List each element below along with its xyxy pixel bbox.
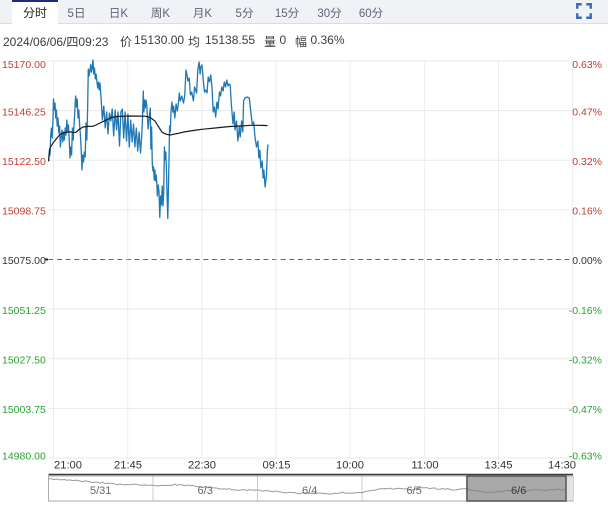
svg-text:15027.50: 15027.50 (2, 354, 46, 366)
svg-text:0.00%: 0.00% (572, 255, 602, 267)
svg-text:15098.75: 15098.75 (2, 206, 46, 218)
svg-text:10:00: 10:00 (336, 460, 364, 472)
svg-text:22:30: 22:30 (188, 460, 216, 472)
svg-text:15075.00: 15075.00 (2, 255, 46, 267)
svg-text:15122.50: 15122.50 (2, 156, 46, 168)
svg-text:0.32%: 0.32% (572, 156, 602, 168)
svg-text:09:15: 09:15 (263, 460, 291, 472)
svg-text:0.47%: 0.47% (572, 106, 602, 118)
svg-text:6/4: 6/4 (302, 485, 317, 497)
svg-text:0.16%: 0.16% (572, 206, 602, 218)
svg-text:-0.16%: -0.16% (569, 305, 602, 317)
svg-text:13:45: 13:45 (485, 460, 513, 472)
svg-text:-0.47%: -0.47% (569, 404, 602, 416)
svg-text:15170.00: 15170.00 (2, 59, 46, 71)
svg-text:15146.25: 15146.25 (2, 106, 46, 118)
svg-text:21:45: 21:45 (114, 460, 142, 472)
svg-text:5/31: 5/31 (90, 485, 111, 497)
svg-text:0.63%: 0.63% (572, 59, 602, 71)
svg-text:15051.25: 15051.25 (2, 305, 46, 317)
svg-text:14:30: 14:30 (548, 460, 576, 472)
svg-text:6/3: 6/3 (198, 485, 213, 497)
svg-text:11:00: 11:00 (411, 460, 438, 472)
svg-text:6/5: 6/5 (407, 485, 422, 497)
svg-text:6/6: 6/6 (511, 485, 526, 497)
svg-text:-0.32%: -0.32% (569, 354, 602, 366)
svg-text:14980.00: 14980.00 (2, 451, 46, 463)
svg-text:15003.75: 15003.75 (2, 404, 46, 416)
svg-text:21:00: 21:00 (54, 460, 82, 472)
svg-text:-0.63%: -0.63% (569, 451, 602, 463)
